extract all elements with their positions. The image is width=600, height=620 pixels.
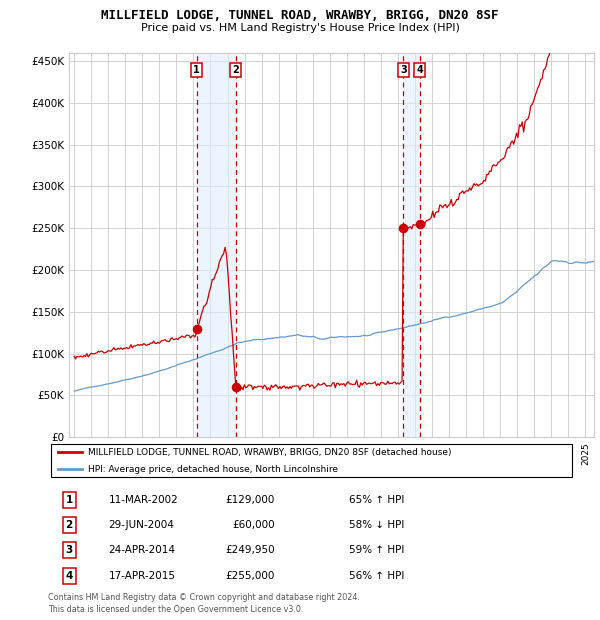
Text: MILLFIELD LODGE, TUNNEL ROAD, WRAWBY, BRIGG, DN20 8SF: MILLFIELD LODGE, TUNNEL ROAD, WRAWBY, BR… [101,9,499,22]
Point [192,324,202,334]
Point [231,382,241,392]
Point [398,223,408,233]
Text: 17-APR-2015: 17-APR-2015 [109,571,176,581]
Text: 11-MAR-2002: 11-MAR-2002 [109,495,178,505]
Text: Price paid vs. HM Land Registry's House Price Index (HPI): Price paid vs. HM Land Registry's House … [140,23,460,33]
Text: 56% ↑ HPI: 56% ↑ HPI [349,571,404,581]
Text: 4: 4 [416,65,424,75]
Text: £129,000: £129,000 [226,495,275,505]
Text: £249,950: £249,950 [226,545,275,555]
Text: 2: 2 [232,65,239,75]
Text: 24-APR-2014: 24-APR-2014 [109,545,176,555]
Text: This data is licensed under the Open Government Licence v3.0.: This data is licensed under the Open Gov… [48,605,304,614]
Bar [197,53,236,437]
Point [415,219,425,229]
Text: 4: 4 [65,571,73,581]
Text: 2: 2 [65,520,73,530]
Text: 1: 1 [193,65,200,75]
Text: Contains HM Land Registry data © Crown copyright and database right 2024.: Contains HM Land Registry data © Crown c… [48,593,360,601]
Bar [403,53,420,437]
FancyBboxPatch shape [50,444,572,477]
Text: £255,000: £255,000 [226,571,275,581]
Text: 59% ↑ HPI: 59% ↑ HPI [349,545,404,555]
Text: 3: 3 [65,545,73,555]
Text: 65% ↑ HPI: 65% ↑ HPI [349,495,404,505]
Text: £60,000: £60,000 [232,520,275,530]
Text: 3: 3 [400,65,407,75]
Text: MILLFIELD LODGE, TUNNEL ROAD, WRAWBY, BRIGG, DN20 8SF (detached house): MILLFIELD LODGE, TUNNEL ROAD, WRAWBY, BR… [88,448,451,456]
Text: 1: 1 [65,495,73,505]
Text: HPI: Average price, detached house, North Lincolnshire: HPI: Average price, detached house, Nort… [88,465,338,474]
Text: 29-JUN-2004: 29-JUN-2004 [109,520,175,530]
Text: 58% ↓ HPI: 58% ↓ HPI [349,520,404,530]
